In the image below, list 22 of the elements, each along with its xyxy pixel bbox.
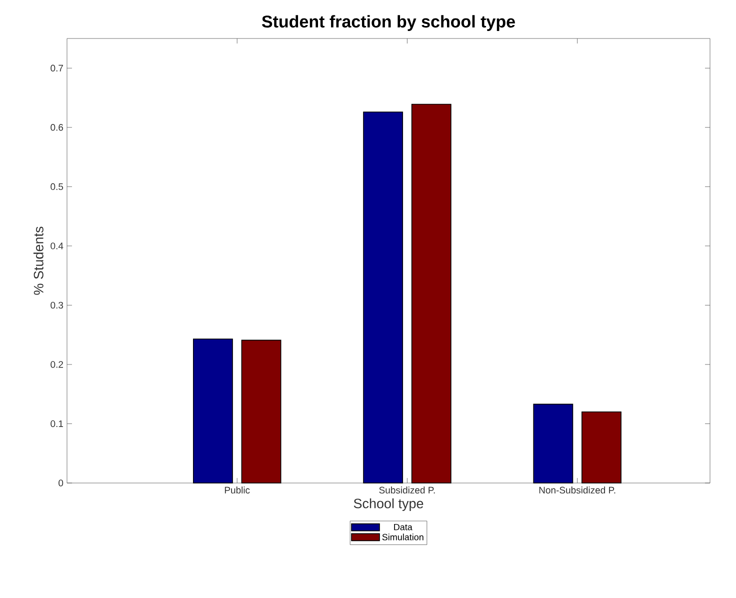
- bar: [411, 104, 452, 484]
- x-axis-title: School type: [354, 498, 424, 511]
- y-tick-label: 0.4: [50, 242, 64, 250]
- bar: [192, 338, 233, 484]
- x-tick-label: Public: [224, 486, 250, 494]
- bar: [533, 404, 574, 484]
- y-tick-label: 0: [58, 480, 64, 486]
- y-tick-label: 0.6: [50, 124, 64, 131]
- y-tick-label: 0.2: [50, 361, 63, 368]
- bar: [363, 112, 404, 484]
- y-tick-label: 0.7: [50, 64, 63, 72]
- chart-title: Student fraction by school type: [262, 15, 515, 31]
- legend-label: Simulation: [382, 534, 424, 540]
- y-tick-label: 0.3: [50, 302, 64, 309]
- bar: [582, 411, 622, 484]
- x-tick-label: Non-Subsidized P.: [539, 486, 616, 494]
- x-tick-label: Subsidized P.: [379, 486, 435, 494]
- y-tick-label: 0.5: [50, 183, 64, 190]
- y-axis-title: % Students: [33, 226, 44, 295]
- bar: [241, 340, 282, 484]
- y-tick-label: 0.1: [50, 420, 63, 428]
- legend-label: Data: [394, 524, 412, 530]
